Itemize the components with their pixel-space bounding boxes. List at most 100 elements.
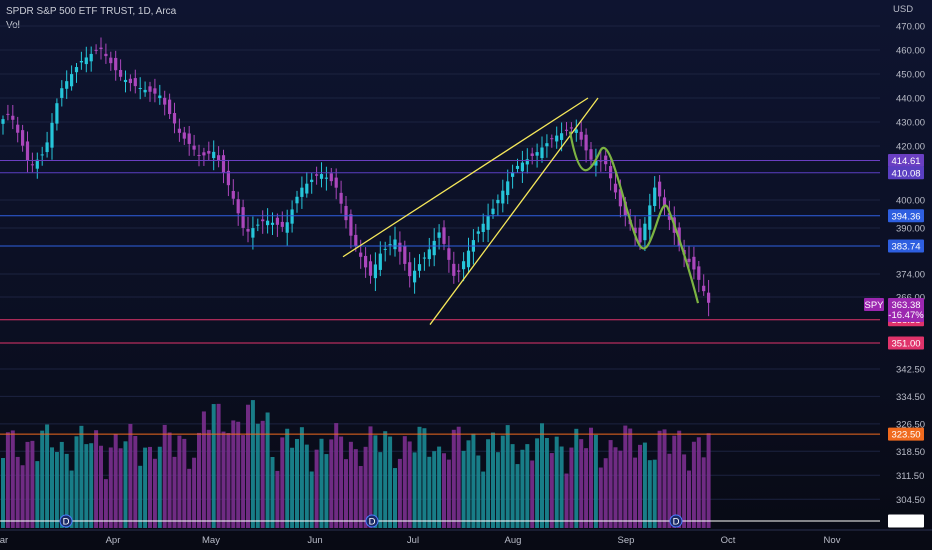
volume-bar bbox=[255, 423, 260, 528]
volume-bar bbox=[25, 441, 30, 528]
candle-body bbox=[65, 81, 69, 89]
volume-bar bbox=[329, 439, 334, 528]
volume-bar bbox=[353, 449, 358, 528]
dividend-marker bbox=[365, 514, 379, 528]
volume-bar bbox=[216, 403, 221, 528]
volume-bar bbox=[481, 471, 486, 528]
candle-body bbox=[466, 250, 471, 268]
candle-body bbox=[437, 232, 441, 238]
candle-body bbox=[530, 153, 534, 156]
volume-bar bbox=[35, 461, 40, 528]
volume-bar bbox=[182, 438, 187, 528]
last-change-label: -16.47% bbox=[888, 310, 924, 321]
candle-body bbox=[422, 257, 426, 259]
candle-body bbox=[481, 223, 485, 233]
volume-bar bbox=[304, 444, 309, 528]
candle-body bbox=[476, 231, 480, 234]
candle-body bbox=[45, 142, 49, 153]
volume-bar bbox=[471, 433, 476, 528]
volume-bar bbox=[324, 454, 329, 528]
candle-body bbox=[275, 217, 279, 225]
y-tick-label: 460.00 bbox=[896, 46, 925, 57]
wedge-upper-line bbox=[342, 97, 589, 258]
candle-body bbox=[442, 227, 446, 244]
candle-body bbox=[560, 133, 564, 140]
level-tag-label: 414.61 bbox=[891, 156, 920, 167]
volume-bar bbox=[525, 444, 530, 528]
volume-bar bbox=[339, 436, 344, 528]
level-tag bbox=[888, 427, 924, 441]
candle-body bbox=[447, 248, 451, 260]
dividend-marker bbox=[59, 514, 73, 528]
volume-bar bbox=[623, 425, 628, 528]
candle-body bbox=[555, 135, 559, 142]
volume-bar bbox=[691, 441, 696, 528]
candle-body bbox=[236, 199, 240, 214]
level-tag bbox=[888, 239, 924, 253]
candle-body bbox=[261, 219, 265, 222]
volume-bar bbox=[559, 446, 564, 528]
candle-body bbox=[658, 181, 662, 197]
candle-body bbox=[584, 134, 588, 151]
volume-bar bbox=[64, 453, 69, 528]
candle-body bbox=[217, 155, 221, 161]
volume-bar bbox=[260, 420, 265, 528]
y-tick-label: 430.00 bbox=[896, 118, 925, 129]
volume-bar bbox=[285, 428, 290, 528]
volume-bar bbox=[510, 444, 515, 528]
candle-body bbox=[182, 132, 186, 139]
candle-body bbox=[99, 47, 103, 50]
candle-body bbox=[226, 170, 230, 186]
volume-bar bbox=[113, 434, 118, 528]
candle-body bbox=[613, 183, 618, 193]
volume-bar bbox=[618, 450, 623, 528]
volume-bar bbox=[589, 427, 593, 528]
candle-body bbox=[609, 166, 613, 179]
candle-body bbox=[89, 53, 93, 62]
volume-bar bbox=[128, 423, 133, 528]
volume-bar bbox=[280, 437, 285, 528]
candle-body bbox=[354, 234, 358, 247]
candle-body bbox=[697, 266, 701, 280]
volume-bar bbox=[687, 470, 691, 528]
candle-body bbox=[403, 245, 407, 264]
candle-body bbox=[388, 244, 392, 246]
volume-bar bbox=[206, 429, 211, 528]
candle-body bbox=[40, 154, 44, 156]
candle-body bbox=[515, 165, 520, 169]
candle-body bbox=[408, 262, 412, 277]
symbol-tag-label: SPY bbox=[864, 300, 884, 311]
volume-bar bbox=[221, 431, 226, 528]
volume-bar bbox=[152, 458, 157, 528]
y-tick-label: 342.50 bbox=[896, 365, 925, 376]
volume-bar bbox=[241, 435, 246, 528]
candle-body bbox=[285, 222, 289, 233]
volume-bar bbox=[407, 441, 412, 528]
candle-body bbox=[6, 113, 10, 115]
y-tick-label: 470.00 bbox=[896, 22, 925, 33]
candle-body bbox=[486, 216, 490, 230]
volume-bar bbox=[706, 433, 711, 528]
candle-body bbox=[16, 124, 20, 133]
candle-body bbox=[413, 270, 417, 283]
candle-body bbox=[270, 222, 275, 225]
volume-bar bbox=[373, 435, 378, 528]
candle-body bbox=[324, 177, 328, 179]
candle-body bbox=[569, 127, 573, 129]
volume-bar bbox=[535, 438, 540, 528]
x-tick-label: Aug bbox=[505, 535, 522, 546]
candle-body bbox=[359, 252, 363, 257]
candle-body bbox=[138, 87, 142, 89]
volume-bar bbox=[363, 446, 368, 528]
wedge-lower-line bbox=[429, 97, 599, 325]
volume-bar bbox=[647, 460, 652, 528]
volume-bar bbox=[157, 446, 162, 528]
level-tag-label: 383.74 bbox=[891, 241, 920, 252]
volume-bar bbox=[123, 441, 128, 528]
volume-bar bbox=[197, 432, 201, 528]
candle-body bbox=[564, 129, 569, 131]
candle-body bbox=[662, 197, 667, 208]
volume-bar bbox=[295, 438, 299, 528]
candle-body bbox=[315, 174, 319, 176]
